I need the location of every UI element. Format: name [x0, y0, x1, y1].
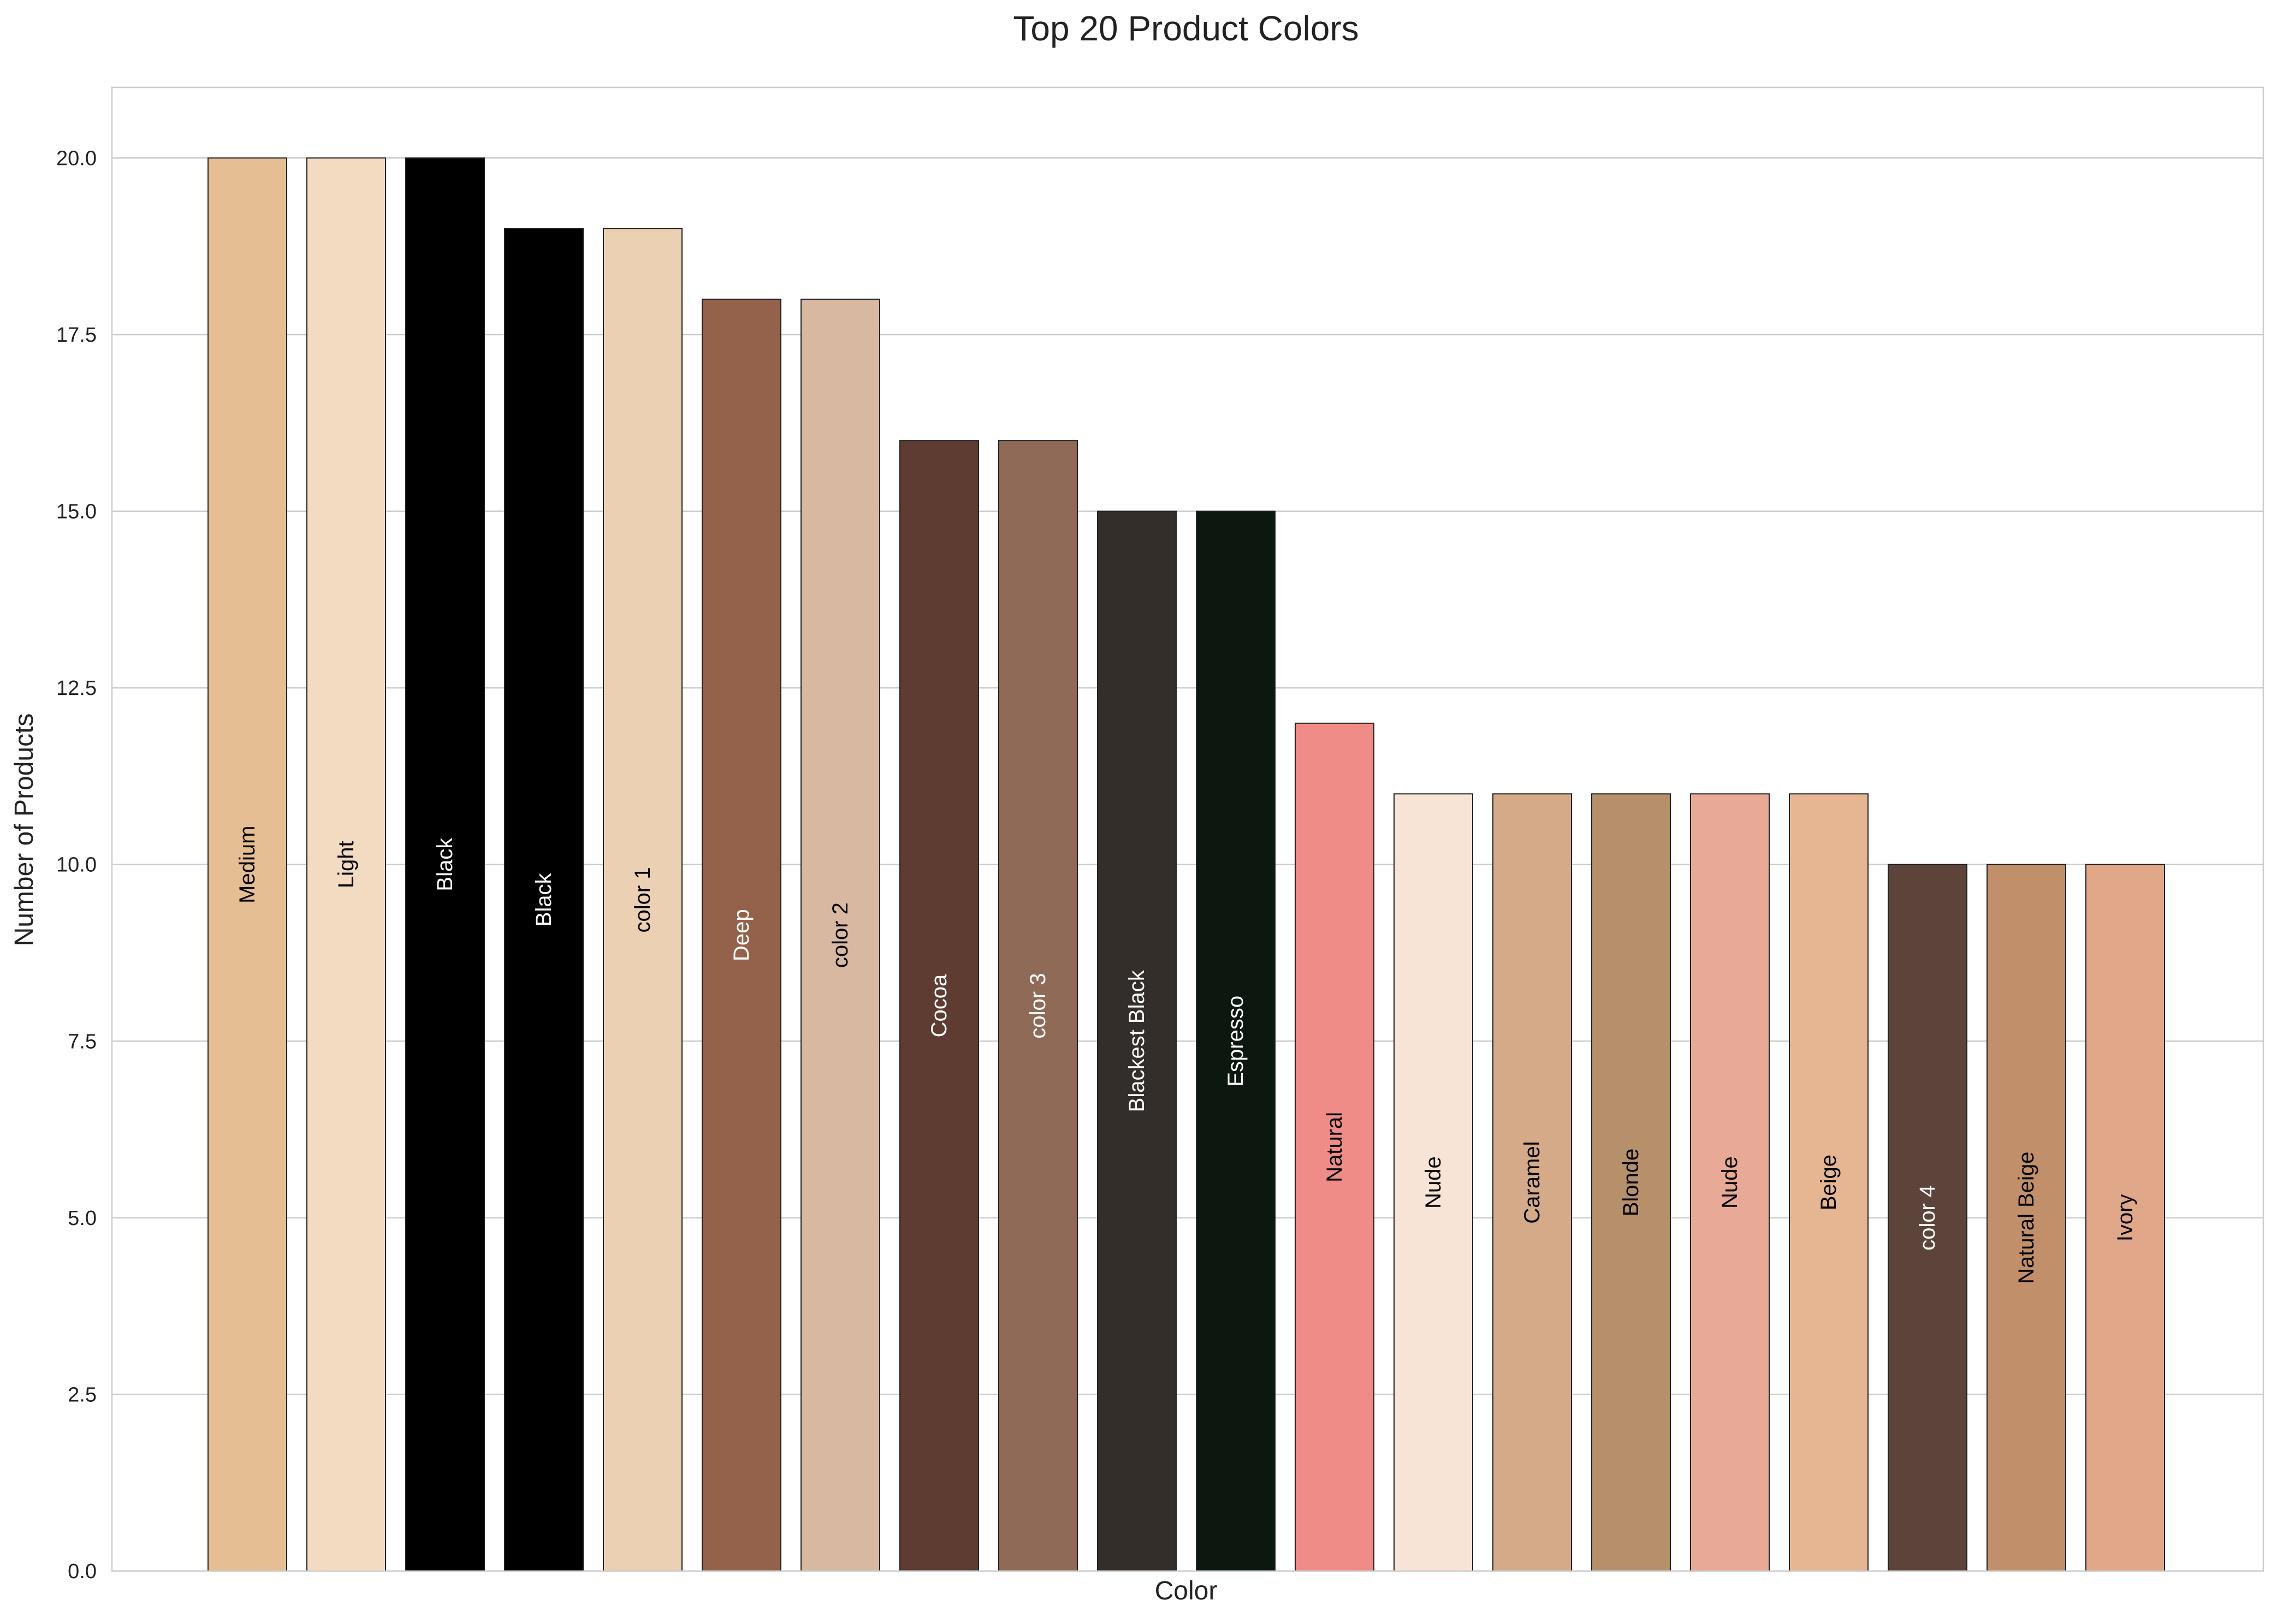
bar	[603, 228, 683, 1572]
bar	[405, 157, 485, 1572]
bar-label: Nude	[1421, 1156, 1445, 1209]
bar-label: Light	[334, 841, 358, 888]
bar-label: Cocoa	[927, 974, 951, 1037]
bar	[1492, 793, 1572, 1572]
y-tick-label: 0.0	[68, 1560, 97, 1583]
bar-label: Caramel	[1520, 1141, 1544, 1224]
bar-label: Natural	[1323, 1112, 1347, 1182]
y-tick-label: 20.0	[56, 147, 97, 170]
x-axis-label: Color	[1155, 1577, 1218, 1605]
bar	[800, 299, 880, 1572]
bar	[998, 440, 1078, 1572]
bar	[1987, 864, 2066, 1572]
bar	[1295, 722, 1374, 1572]
bar	[306, 157, 386, 1572]
bar	[504, 228, 584, 1572]
bar-label: Nude	[1718, 1156, 1742, 1209]
bars	[207, 157, 2165, 1572]
bar-label: color 3	[1026, 973, 1050, 1039]
bar-label: Blackest Black	[1125, 969, 1149, 1112]
bar-label: Medium	[235, 826, 259, 903]
bar-label: color 2	[828, 902, 852, 968]
bar	[1394, 793, 1473, 1572]
bar-label: Black	[532, 873, 556, 927]
bar	[1789, 793, 1869, 1572]
bar-label: color 4	[1916, 1185, 1940, 1251]
y-tick-label: 12.5	[56, 677, 97, 700]
y-tick-label: 10.0	[56, 854, 97, 877]
bar-label: Black	[433, 837, 457, 891]
bar	[1196, 510, 1276, 1572]
bar-label: Beige	[1817, 1155, 1841, 1210]
bar-label: Blonde	[1619, 1149, 1643, 1217]
y-tick-label: 5.0	[68, 1207, 97, 1230]
bar	[1690, 793, 1770, 1572]
bar-label: Ivory	[2113, 1194, 2137, 1242]
bar-label: color 1	[631, 867, 655, 932]
y-axis-label: Number of Products	[10, 713, 39, 947]
bar	[1888, 864, 1967, 1572]
bar-label: Deep	[730, 909, 754, 961]
y-tick-label: 2.5	[68, 1383, 97, 1406]
chart-title: Top 20 Product Colors	[1013, 9, 1359, 48]
bar	[899, 440, 979, 1572]
bar	[1097, 510, 1177, 1572]
bar-label: Espresso	[1224, 996, 1248, 1087]
y-tick-label: 17.5	[56, 324, 97, 347]
y-tick-label: 15.0	[56, 501, 97, 524]
bar-label: Natural Beige	[2014, 1152, 2038, 1284]
y-axis-ticks: 0.0 2.5 5.0 7.5 10.0 12.5 15.0 17.5 20.0	[56, 147, 97, 1583]
bar	[2085, 864, 2165, 1572]
y-tick-label: 7.5	[68, 1030, 97, 1053]
bar	[1591, 793, 1671, 1572]
plot-frame	[111, 86, 2264, 1572]
bar-labels: Medium Light Black Black color 1 Deep color 2 C…	[235, 826, 2137, 1284]
bar	[207, 157, 287, 1572]
